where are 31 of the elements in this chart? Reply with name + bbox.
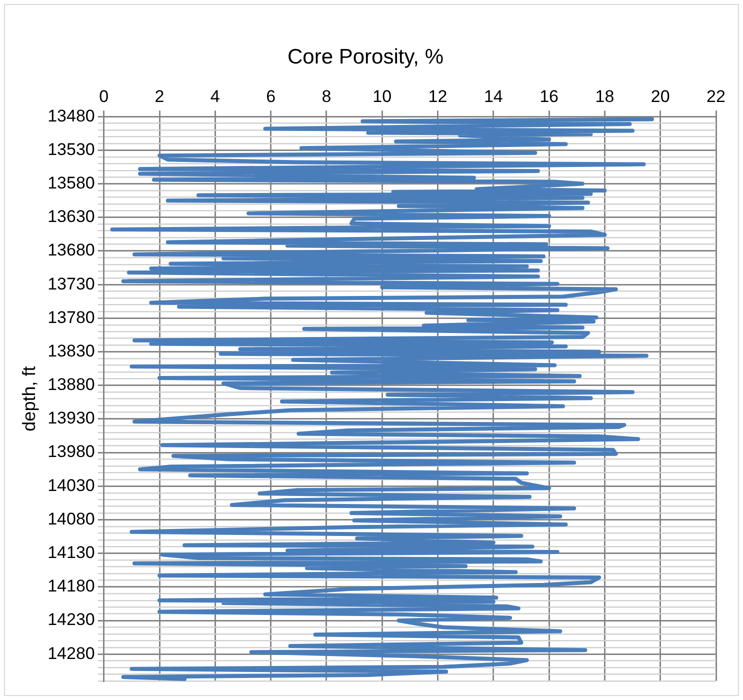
y-tick-label: 14230	[48, 610, 95, 630]
x-tick-label: 6	[266, 87, 276, 106]
y-tick-label: 13830	[48, 341, 95, 360]
x-tick-label: 10	[372, 87, 392, 106]
y-tick-label: 14280	[48, 644, 95, 663]
x-tick-label: 14	[484, 87, 503, 106]
x-tick-label: 22	[706, 87, 726, 106]
y-tick-label: 13780	[48, 308, 95, 327]
chart-title: Core Porosity, %	[288, 45, 444, 68]
y-tick-label: 14130	[48, 543, 95, 562]
y-tick-label: 13730	[48, 274, 95, 294]
x-tick-label: 16	[540, 87, 559, 106]
y-axis-title: depth, ft	[18, 366, 39, 432]
x-tick-label: 8	[322, 87, 332, 106]
y-tick-label: 13580	[48, 173, 95, 192]
x-tick-label: 12	[428, 87, 448, 106]
y-tick-label: 13930	[48, 408, 95, 428]
x-tick-label: 2	[154, 87, 164, 106]
x-tick-label: 0	[99, 87, 109, 106]
y-tick-label: 13630	[48, 207, 95, 226]
x-tick-label: 18	[595, 87, 614, 106]
x-tick-label: 20	[650, 87, 670, 106]
y-tick-label: 13680	[48, 240, 95, 260]
y-tick-label: 13480	[48, 106, 95, 126]
y-tick-label: 14180	[48, 576, 95, 596]
x-tick-label: 4	[210, 87, 220, 106]
y-tick-label: 13980	[48, 442, 95, 462]
y-tick-label: 13530	[48, 140, 95, 159]
y-tick-label: 13880	[48, 375, 95, 394]
y-tick-label: 14080	[48, 509, 95, 528]
y-tick-label: 14030	[48, 476, 95, 495]
